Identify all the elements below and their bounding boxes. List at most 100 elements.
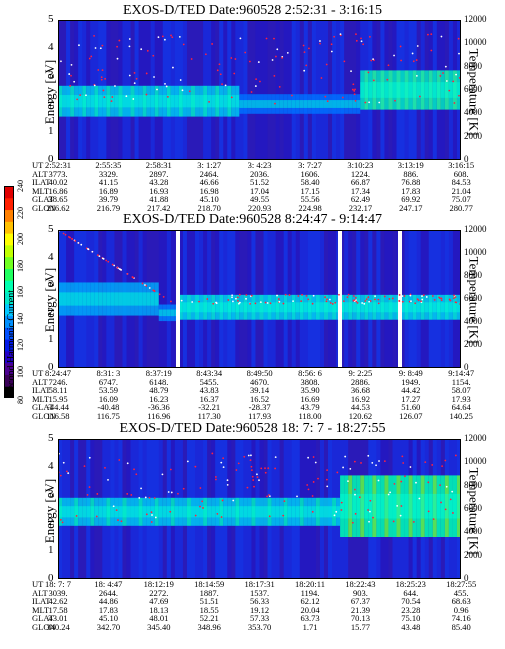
- energy-band-core: [271, 302, 277, 313]
- ephemeris-value: 16.09: [98, 393, 118, 404]
- ephemeris-value: 85.40: [451, 621, 471, 632]
- energy-band-core: [336, 506, 341, 518]
- temperature-point: [216, 513, 219, 515]
- ephemeris-label: ALT: [32, 587, 48, 598]
- ephemeris-value: 46.66: [199, 177, 219, 188]
- temperature-point: [224, 84, 227, 87]
- energy-band-core: [247, 100, 252, 108]
- ephemeris-value: -36.36: [147, 402, 170, 413]
- y2-tick-label: 8000: [464, 479, 482, 490]
- ephemeris-value: 55.56: [300, 194, 320, 205]
- energy-band-core: [440, 493, 446, 519]
- colorbar: [4, 186, 14, 399]
- energy-band-core: [235, 302, 240, 313]
- temperature-point: [358, 496, 361, 499]
- temperature-point: [140, 487, 142, 490]
- ephemeris-value: 7246.: [48, 376, 68, 387]
- energy-band-core: [444, 302, 450, 313]
- energy-band-core: [162, 506, 168, 518]
- temperature-point: [111, 263, 114, 266]
- temperature-point: [343, 60, 346, 63]
- colorbar-segment: [4, 315, 14, 328]
- temperature-point: [181, 89, 184, 92]
- energy-band-core: [436, 302, 442, 313]
- temperature-point: [354, 296, 357, 299]
- temperature-point: [367, 296, 370, 299]
- y2-tick-label: 12000: [464, 14, 487, 24]
- temperature-point: [324, 95, 327, 98]
- temperature-point: [444, 459, 447, 462]
- data-gap: [338, 230, 342, 368]
- temperature-point: [179, 79, 182, 81]
- temperature-point: [69, 84, 72, 87]
- energy-band-core: [106, 95, 111, 108]
- temperature-point: [133, 468, 135, 471]
- temperature-point: [232, 499, 235, 502]
- temperature-point: [221, 499, 224, 502]
- energy-band-core: [396, 82, 402, 98]
- column-bg: [166, 230, 172, 368]
- energy-band-core: [259, 302, 265, 313]
- temperature-point: [191, 301, 194, 303]
- temperature-point: [401, 295, 404, 298]
- ephemeris-label: GLON: [32, 410, 56, 421]
- ephemeris-value: 44.42: [401, 385, 421, 396]
- temperature-point: [418, 497, 421, 500]
- temperature-point: [107, 260, 110, 263]
- temperature-point: [368, 300, 371, 303]
- ephemeris-value: 345.40: [147, 621, 171, 632]
- temperature-point: [220, 516, 223, 518]
- temperature-point: [126, 493, 129, 495]
- temperature-point: [118, 459, 121, 461]
- energy-band-core: [243, 100, 248, 108]
- energy-band-core: [118, 506, 123, 518]
- temperature-point: [132, 276, 135, 279]
- temperature-point: [169, 468, 172, 471]
- temperature-point: [286, 51, 289, 54]
- temperature-point: [377, 479, 380, 482]
- energy-band-core: [364, 82, 369, 98]
- ephemeris-label: GLAT: [32, 194, 54, 205]
- ephemeris-value: 43.28: [149, 177, 169, 188]
- temperature-point: [266, 495, 269, 498]
- temperature-point: [133, 72, 136, 74]
- y2-tick-label: 4000: [464, 316, 482, 326]
- energy-band-core: [420, 493, 426, 519]
- ephemeris-value: 84.53: [451, 177, 471, 188]
- energy-band-core: [372, 82, 377, 98]
- energy-band-core: [110, 292, 115, 306]
- temperature-point: [409, 466, 412, 468]
- colorbar-tick-label: 240: [16, 180, 25, 192]
- temperature-point: [422, 294, 425, 297]
- column-bg: [323, 20, 329, 160]
- energy-band-core: [392, 82, 398, 98]
- temperature-point: [118, 268, 121, 270]
- energy-band-core: [400, 302, 406, 313]
- energy-band-core: [239, 302, 244, 313]
- ephemeris-value: -40.48: [97, 402, 120, 413]
- temperature-point: [399, 514, 402, 517]
- temperature-point: [219, 73, 222, 76]
- temperature-point: [194, 465, 197, 468]
- energy-band-core: [432, 82, 438, 98]
- energy-band-core: [364, 493, 369, 519]
- energy-band-core: [323, 302, 329, 313]
- energy-band-core: [158, 95, 164, 108]
- energy-band-core: [62, 506, 67, 518]
- energy-band-core: [416, 302, 422, 313]
- temperature-point: [453, 294, 455, 297]
- energy-band-core: [219, 302, 224, 313]
- temperature-point: [85, 94, 87, 97]
- ephemeris-value: 2036.: [250, 168, 270, 179]
- column-bg: [271, 20, 277, 160]
- ephemeris-value: 16.98: [199, 185, 219, 196]
- ephemeris-value: 3773.: [48, 168, 68, 179]
- energy-band-core: [448, 82, 454, 98]
- energy-band-core: [86, 506, 91, 518]
- temperature-point: [220, 461, 223, 464]
- temperature-point: [312, 294, 315, 297]
- temperature-point: [451, 490, 454, 493]
- temperature-point: [365, 298, 368, 301]
- ephemeris-value: 18:27:55: [446, 579, 477, 589]
- energy-band-core: [78, 506, 83, 518]
